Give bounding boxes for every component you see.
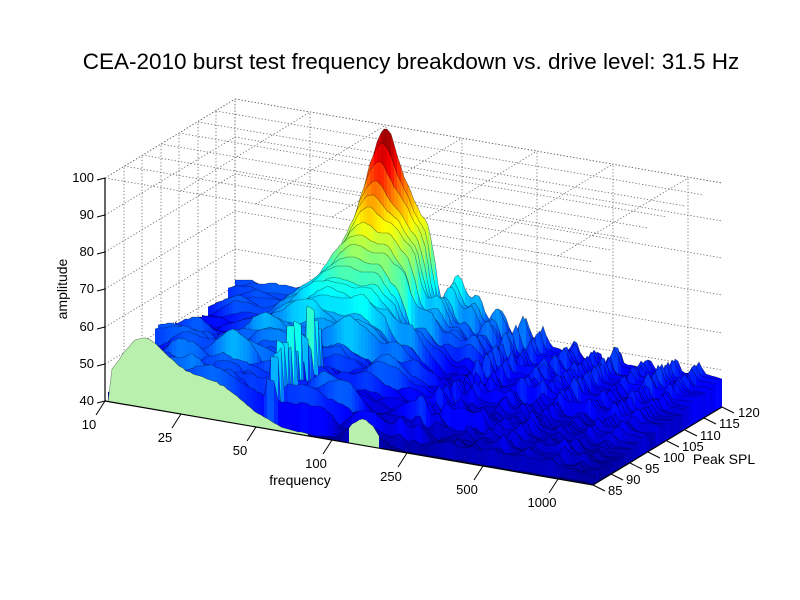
svg-text:CEA-2010 burst test frequency: CEA-2010 burst test frequency breakdown …	[83, 49, 740, 74]
